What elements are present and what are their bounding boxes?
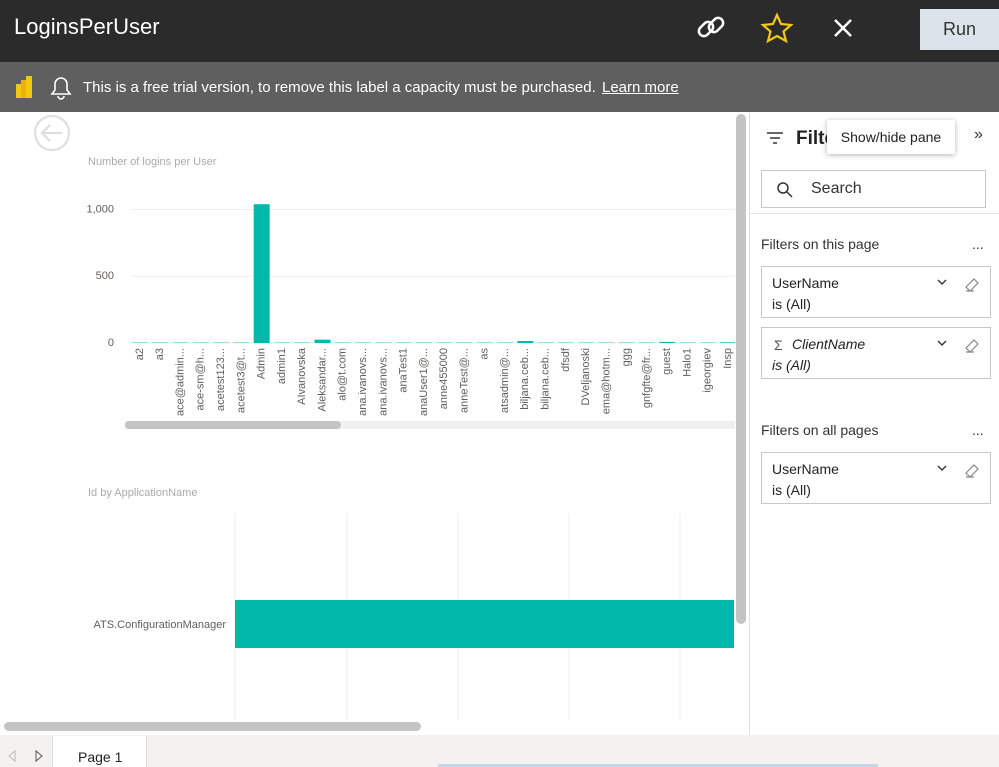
- visual2-title: Id by ApplicationName: [88, 487, 197, 499]
- card-icons: [937, 464, 979, 478]
- x-tick-label: dfsdf: [560, 347, 572, 372]
- search-icon: [777, 182, 793, 198]
- close-icon[interactable]: [834, 19, 852, 37]
- x-tick-label: DVeljanoski: [580, 348, 592, 405]
- bar: [253, 204, 270, 343]
- x-tick-label: acetest123...: [215, 348, 227, 411]
- back-button[interactable]: [34, 115, 70, 151]
- banner-text: This is a free trial version, to remove …: [83, 79, 596, 96]
- tab-underline: [438, 764, 878, 767]
- back-arrow: [40, 124, 62, 142]
- tab-nav: [8, 749, 43, 763]
- x-tick-label: Admin: [256, 348, 268, 379]
- x-tick-label: ana.ivanovs...: [357, 348, 369, 416]
- x-tick-label: anaUser1@...: [418, 348, 430, 416]
- header-icons: [697, 12, 852, 44]
- h-scroll-track: [125, 421, 735, 429]
- x-tick-label: biljana.ceb...: [519, 348, 531, 410]
- y-tick-label: 0: [108, 337, 114, 349]
- page-tab[interactable]: Page 1: [52, 736, 147, 767]
- trial-banner: [0, 62, 999, 112]
- x-tick-label: ema@hotm...: [600, 348, 612, 414]
- tab-bar: [0, 735, 999, 767]
- x-tick-label: ace@admin...: [174, 348, 186, 416]
- filter-pane: Filte Show/hide pane » Search Filters on…: [749, 112, 999, 735]
- favorite-icon[interactable]: [760, 12, 794, 44]
- learn-more-link[interactable]: Learn more: [602, 79, 679, 96]
- card-icons: [937, 339, 979, 353]
- report-title: LoginsPerUser: [14, 14, 160, 39]
- chart-title: Number of logins per User: [88, 156, 217, 168]
- filter-card[interactable]: ClientName is (All) Σ: [761, 327, 991, 379]
- section-heading: Filters on this page: [761, 236, 880, 252]
- x-tick-label: a2: [134, 348, 146, 360]
- filter-field: ClientName: [792, 336, 866, 352]
- x-tick-label: ggg: [621, 348, 633, 366]
- x-tick-label: as: [479, 348, 491, 360]
- x-tick-label: ana.ivanovs...: [377, 348, 389, 416]
- divider: [750, 213, 999, 214]
- x-tick-label: igeorgiev: [702, 348, 714, 393]
- bar: [517, 340, 534, 343]
- x-tick-label: Aleksandar...: [316, 348, 328, 412]
- collapse-pane[interactable]: »: [974, 126, 983, 143]
- link-icon[interactable]: [697, 16, 725, 38]
- x-tick-label: anaTest1: [398, 348, 410, 393]
- x-tick-label: biljana.ceb...: [540, 348, 552, 410]
- run-button[interactable]: Run: [920, 9, 999, 50]
- x-tick-label: Halo1: [681, 348, 693, 377]
- search-box[interactable]: Search: [761, 170, 986, 208]
- x-tick-label: acetest3@t...: [235, 348, 247, 413]
- filter-icon: [767, 132, 783, 144]
- v-scroll-thumb[interactable]: [736, 114, 746, 624]
- bar: [314, 339, 331, 343]
- card-icons: [937, 278, 979, 292]
- bar: [720, 342, 735, 343]
- report-canvas: Number of logins per User 0 500 1,000 a2 a3 a…: [4, 114, 746, 731]
- next-page[interactable]: [35, 749, 43, 763]
- y-tick-label: 500: [96, 270, 114, 282]
- tooltip: Show/hide pane: [827, 120, 955, 154]
- pane-title: Filte: [796, 128, 836, 149]
- x-tick-label: guest: [661, 348, 673, 375]
- x-tick-label: Insp: [722, 348, 734, 369]
- visual2-category: ATS.ConfigurationManager: [94, 619, 227, 631]
- h-scroll-thumb[interactable]: [125, 421, 341, 429]
- filter-card[interactable]: UserName is (All): [761, 266, 991, 318]
- prev-page[interactable]: [8, 749, 16, 763]
- bar: [659, 341, 676, 343]
- section-more[interactable]: ...: [972, 422, 984, 438]
- filter-field: UserName: [772, 275, 839, 291]
- filter-field: UserName: [772, 461, 839, 477]
- x-tick-label: gnfgfte@fr...: [641, 348, 653, 408]
- x-tick-label: a3: [154, 348, 166, 360]
- x-tick-label: atsadmin@...: [499, 348, 511, 413]
- section-more[interactable]: ...: [972, 236, 984, 252]
- x-tick-label: anneTest@...: [458, 348, 470, 413]
- x-tick-label: alo@t.com: [337, 348, 349, 401]
- x-tick-label: AIvanovska: [296, 347, 308, 405]
- filter-state: is (All): [772, 482, 811, 498]
- h-scroll-thumb-page[interactable]: [4, 722, 421, 731]
- y-tick-label: 1,000: [86, 203, 114, 215]
- banner-icons: [16, 76, 72, 100]
- visual2-bar: [235, 600, 734, 648]
- header-bar: [0, 0, 999, 62]
- page-tab-label: Page 1: [78, 749, 123, 765]
- chart-plot: 0 500 1,000 a2 a3 ace@admin... ace-sm@h... acet…: [86, 203, 735, 416]
- x-tick-label: admin1: [276, 348, 288, 384]
- filter-card[interactable]: UserName is (All): [761, 452, 991, 504]
- filter-state: is (All): [772, 357, 811, 373]
- x-tick-label: anne455000: [438, 348, 450, 409]
- x-tick-label: ace-sm@h...: [195, 348, 207, 411]
- search-placeholder: Search: [811, 180, 862, 197]
- sum-icon: Σ: [774, 337, 783, 353]
- filter-state: is (All): [772, 296, 811, 312]
- section-heading: Filters on all pages: [761, 422, 879, 438]
